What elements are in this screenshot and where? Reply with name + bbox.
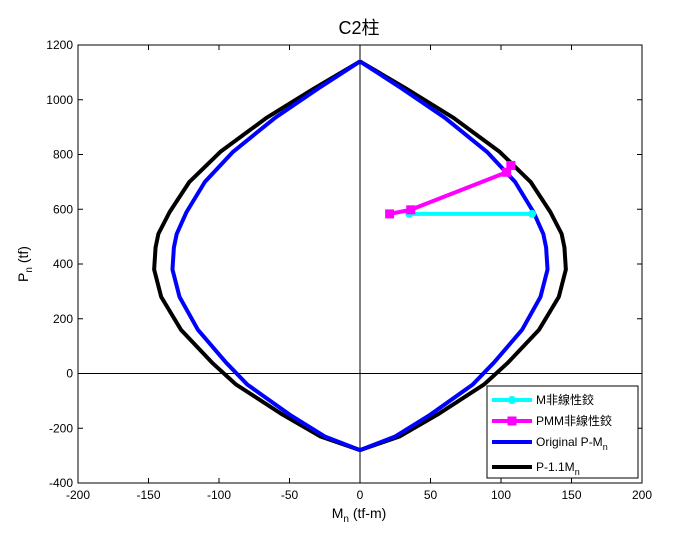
legend-item: P-1.1Mn <box>492 460 580 477</box>
x-tick-label: 50 <box>424 488 438 502</box>
x-axis-label-main: M <box>332 505 344 521</box>
x-tick-label: 150 <box>561 488 581 502</box>
x-tick-label: -50 <box>281 488 299 502</box>
y-axis-label-main: P <box>15 273 31 282</box>
y-tick-label: 0 <box>66 367 73 381</box>
legend-label-main: P-1.1M <box>536 460 575 474</box>
x-tick-label: -150 <box>136 488 160 502</box>
y-tick-label: -400 <box>49 476 73 490</box>
y-tick-label: 400 <box>53 257 73 271</box>
zero-lines <box>78 45 642 483</box>
series-point <box>528 209 537 218</box>
legend-item: M非線性鉸 <box>492 392 594 407</box>
legend-label: P-1.1Mn <box>536 460 580 477</box>
series-layer <box>152 59 568 453</box>
x-tick-label: 100 <box>491 488 511 502</box>
x-axis-label-sub: n <box>343 514 349 525</box>
legend-marker <box>508 396 516 404</box>
legend-label: PMM非線性鉸 <box>536 413 612 428</box>
x-axis-label-rest: (tf-m) <box>349 505 386 521</box>
legend-label: Original P-Mn <box>536 435 608 452</box>
y-tick-label: 1200 <box>46 38 73 52</box>
y-tick-label: 600 <box>53 202 73 216</box>
legend-label: M非線性鉸 <box>536 392 594 407</box>
series-point <box>502 167 512 177</box>
y-tick-label: -200 <box>49 421 73 435</box>
x-tick-label: 0 <box>357 488 364 502</box>
y-tick-label: 1000 <box>46 93 73 107</box>
x-axis-label: Mn (tf-m) <box>332 505 387 525</box>
x-tick-label: -200 <box>66 488 90 502</box>
series-point <box>406 205 416 215</box>
series-point <box>506 160 516 170</box>
series-point <box>385 209 395 219</box>
chart-title: C2柱 <box>338 18 379 38</box>
legend-item: PMM非線性鉸 <box>492 413 612 428</box>
y-axis-label: Pn (tf) <box>15 246 35 282</box>
legend-label-main: PMM非線性鉸 <box>536 413 612 428</box>
y-axis-label-rest: (tf) <box>15 246 31 267</box>
y-axis-label-sub: n <box>24 267 35 273</box>
legend-label-main: M非線性鉸 <box>536 392 594 407</box>
legend-item: Original P-Mn <box>492 435 608 452</box>
axis-ticks: -200 -150 -100 -50 0 50 100 150 200-400-20002004… <box>46 38 652 502</box>
legend-marker <box>507 416 517 426</box>
legend-label-sub: n <box>575 467 580 477</box>
x-tick-label: -100 <box>207 488 231 502</box>
y-tick-label: 800 <box>53 148 73 162</box>
legend-label-main: Original P-M <box>536 435 603 449</box>
legend-label-sub: n <box>603 442 608 452</box>
x-tick-label: 200 <box>632 488 652 502</box>
series-group <box>385 160 516 219</box>
y-tick-label: 200 <box>53 312 73 326</box>
